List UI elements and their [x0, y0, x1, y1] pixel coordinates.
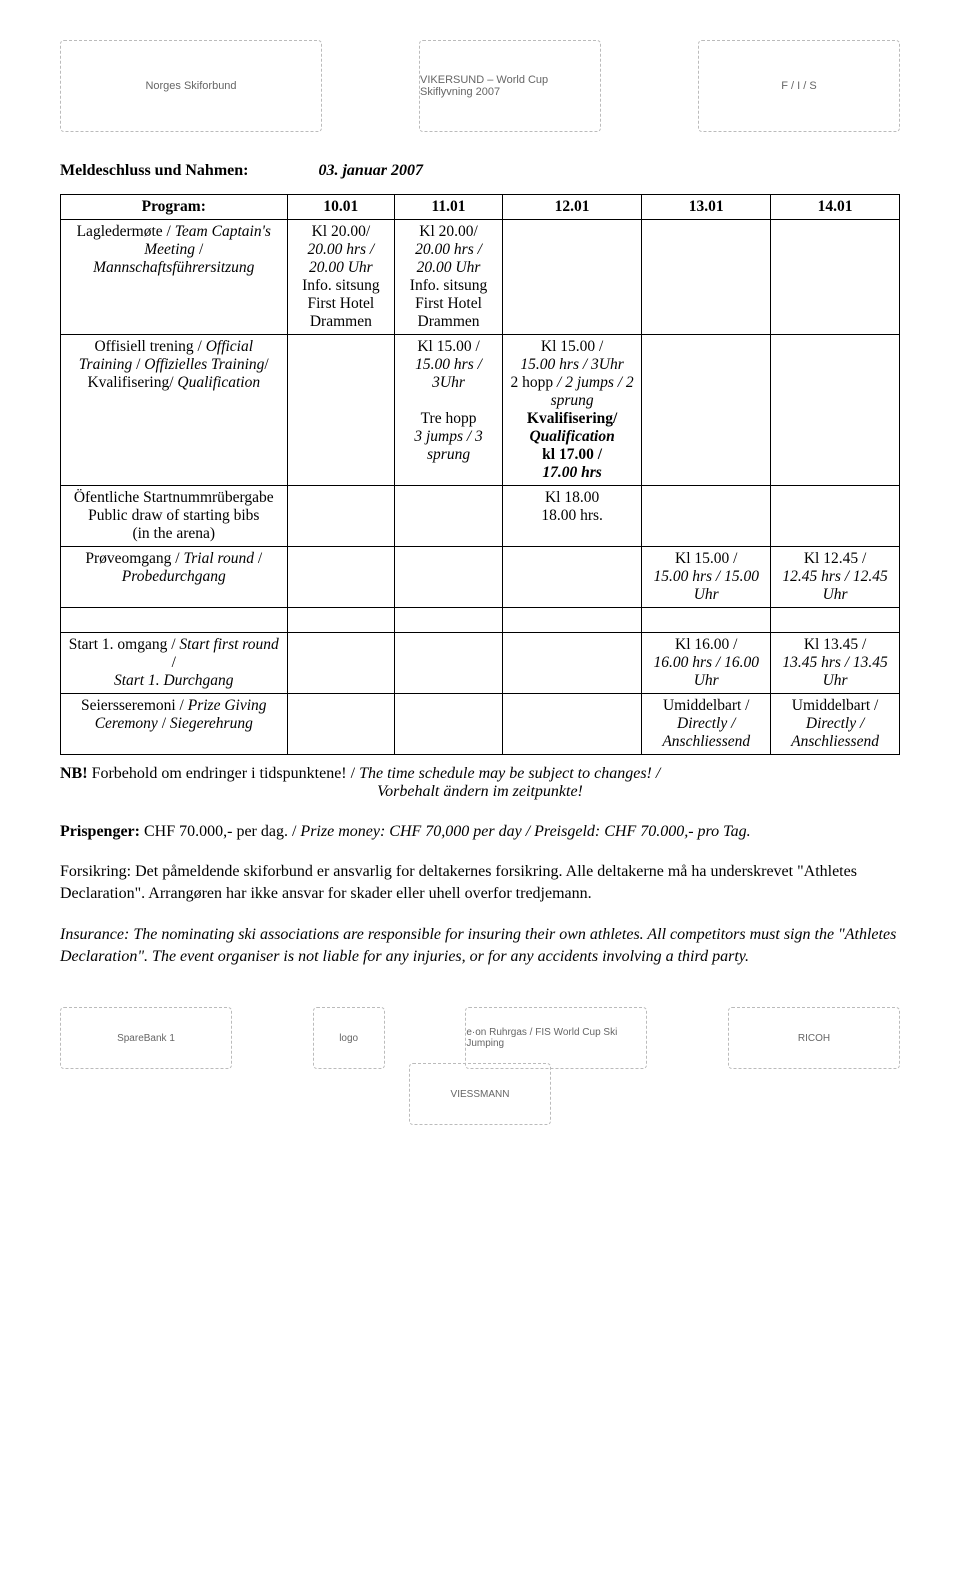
row-label: Start 1. omgang / Start first round /Sta…	[61, 633, 288, 694]
schedule-header-row: Program: 10.01 11.01 12.01 13.01 14.01	[61, 195, 900, 220]
cell: Kl 16.00 /16.00 hrs / 16.00 Uhr	[642, 633, 771, 694]
top-logo-row: Norges Skiforbund VIKERSUND – World Cup …	[60, 40, 900, 132]
viessmann-wrap: VIESSMANN	[60, 1063, 900, 1125]
nb-note: NB! Forbehold om endringer i tidspunkten…	[60, 765, 900, 783]
nb-text-1: Forbehold om endringer i tidspunktene! /	[88, 765, 360, 782]
row-label: Öfentliche StartnummrübergabePublic draw…	[61, 486, 288, 547]
cell: Kl 18.0018.00 hrs.	[502, 486, 641, 547]
cell	[642, 220, 771, 335]
cell: Kl 15.00 /15.00 hrs / 3Uhr2 hopp / 2 jum…	[502, 335, 641, 486]
col-1301: 13.01	[642, 195, 771, 220]
cell: Kl 13.45 /13.45 hrs / 13.45 Uhr	[771, 633, 900, 694]
table-row: Seiersseremoni / Prize Giving Ceremony /…	[61, 694, 900, 755]
logo-nsf: Norges Skiforbund	[60, 40, 322, 132]
prize-lead: Prispenger:	[60, 823, 140, 840]
cell	[395, 633, 503, 694]
cell	[287, 335, 395, 486]
deadline-row: Meldeschluss und Nahmen: 03. januar 2007	[60, 162, 900, 180]
table-row: Start 1. omgang / Start first round /Sta…	[61, 633, 900, 694]
cell	[395, 486, 503, 547]
cell	[502, 694, 641, 755]
row-label: Prøveomgang / Trial round / Probedurchga…	[61, 547, 288, 608]
cell	[771, 335, 900, 486]
cell	[771, 220, 900, 335]
logo-sparebank: SpareBank 1	[60, 1007, 232, 1069]
row-label: Lagledermøte / Team Captain's Meeting / …	[61, 220, 288, 335]
cell	[287, 486, 395, 547]
table-row: Prøveomgang / Trial round / Probedurchga…	[61, 547, 900, 608]
cell: Kl 15.00 /15.00 hrs / 3UhrTre hopp3 jump…	[395, 335, 503, 486]
cell	[502, 633, 641, 694]
deadline-value: 03. januar 2007	[318, 162, 422, 180]
cell	[395, 694, 503, 755]
row-label: Seiersseremoni / Prize Giving Ceremony /…	[61, 694, 288, 755]
col-1401: 14.01	[771, 195, 900, 220]
prize-it: Prize money: CHF 70,000 per day / Preisg…	[300, 823, 750, 840]
schedule-table: Program: 10.01 11.01 12.01 13.01 14.01 L…	[60, 194, 900, 755]
cell: Kl 20.00/20.00 hrs / 20.00 UhrInfo. sits…	[287, 220, 395, 335]
nb-line2: Vorbehalt ändern im zeitpunkte!	[60, 783, 900, 801]
prize-plain: CHF 70.000,- per dag. /	[140, 823, 300, 840]
logo-shield: logo	[313, 1007, 385, 1069]
insurance-no: Forsikring: Det påmeldende skiforbund er…	[60, 861, 900, 904]
table-row: Offisiell trening / Official Training / …	[61, 335, 900, 486]
cell	[287, 547, 395, 608]
spacer-row	[61, 608, 900, 633]
cell	[502, 547, 641, 608]
logo-vikersund: VIKERSUND – World Cup Skiflyvning 2007	[419, 40, 601, 132]
cell	[771, 486, 900, 547]
col-1201: 12.01	[502, 195, 641, 220]
table-row: Öfentliche StartnummrübergabePublic draw…	[61, 486, 900, 547]
nb-lead: NB!	[60, 765, 88, 782]
cell	[287, 633, 395, 694]
logo-viessmann: VIESSMANN	[409, 1063, 551, 1125]
cell	[642, 335, 771, 486]
cell: Umiddelbart /Directly / Anschliessend	[642, 694, 771, 755]
cell	[502, 220, 641, 335]
col-1001: 10.01	[287, 195, 395, 220]
nb-text-1-it: The time schedule may be subject to chan…	[359, 765, 660, 782]
cell	[642, 486, 771, 547]
col-program: Program:	[61, 195, 288, 220]
cell: Kl 20.00/20.00 hrs / 20.00 UhrInfo. sits…	[395, 220, 503, 335]
insurance-en: Insurance: The nominating ski associatio…	[60, 924, 900, 967]
cell	[395, 547, 503, 608]
bottom-logo-row: SpareBank 1 logo e·on Ruhrgas / FIS Worl…	[60, 1007, 900, 1069]
cell: Kl 15.00 /15.00 hrs / 15.00 Uhr	[642, 547, 771, 608]
row-label: Offisiell trening / Official Training / …	[61, 335, 288, 486]
logo-eon: e·on Ruhrgas / FIS World Cup Ski Jumping	[465, 1007, 647, 1069]
cell: Kl 12.45 /12.45 hrs / 12.45 Uhr	[771, 547, 900, 608]
cell: Umiddelbart /Directly / Anschliessend	[771, 694, 900, 755]
cell	[287, 694, 395, 755]
logo-fis: F / I / S	[698, 40, 900, 132]
table-row: Lagledermøte / Team Captain's Meeting / …	[61, 220, 900, 335]
deadline-label: Meldeschluss und Nahmen:	[60, 162, 248, 180]
logo-ricoh: RICOH	[728, 1007, 900, 1069]
prize-row: Prispenger: CHF 70.000,- per dag. / Priz…	[60, 823, 900, 841]
col-1101: 11.01	[395, 195, 503, 220]
